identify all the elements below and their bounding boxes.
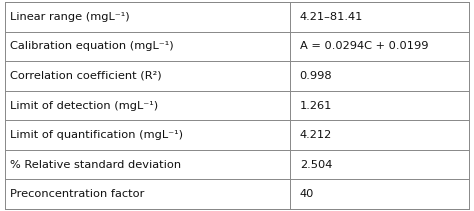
Text: Linear range (mgL⁻¹): Linear range (mgL⁻¹) [10, 12, 130, 22]
Text: 0.998: 0.998 [300, 71, 332, 81]
Text: 2.504: 2.504 [300, 160, 332, 170]
Text: 4.212: 4.212 [300, 130, 332, 140]
Text: % Relative standard deviation: % Relative standard deviation [10, 160, 182, 170]
Text: 4.21–81.41: 4.21–81.41 [300, 12, 363, 22]
Text: Preconcentration factor: Preconcentration factor [10, 189, 145, 199]
Text: Calibration equation (mgL⁻¹): Calibration equation (mgL⁻¹) [10, 41, 174, 51]
Text: Correlation coefficient (R²): Correlation coefficient (R²) [10, 71, 162, 81]
Text: Limit of detection (mgL⁻¹): Limit of detection (mgL⁻¹) [10, 100, 158, 111]
Text: 1.261: 1.261 [300, 100, 332, 111]
Text: A = 0.0294C + 0.0199: A = 0.0294C + 0.0199 [300, 41, 428, 51]
Text: 40: 40 [300, 189, 314, 199]
Text: Limit of quantification (mgL⁻¹): Limit of quantification (mgL⁻¹) [10, 130, 183, 140]
